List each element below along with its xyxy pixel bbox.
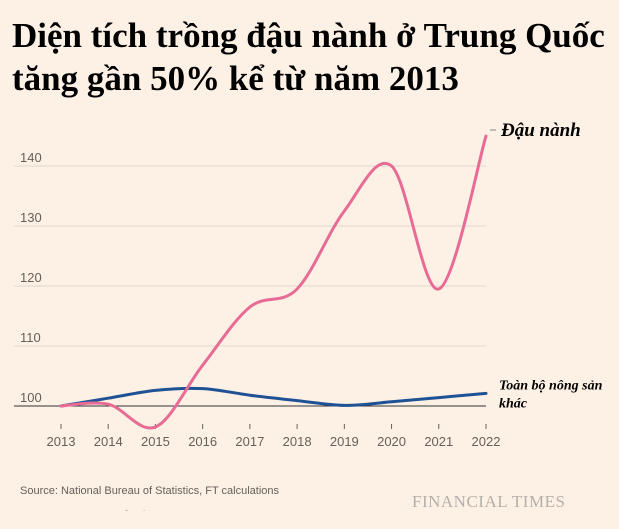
x-tick-label: 2021 — [424, 434, 453, 449]
y-tick-label: 120 — [20, 270, 42, 285]
other-crops-series-label: Toàn bộ nông sản — [499, 378, 603, 393]
x-tick-label: 2016 — [188, 434, 217, 449]
series-lines — [59, 134, 488, 430]
brand-logo: FINANCIAL TIMES — [412, 492, 566, 511]
soybean-series-line — [59, 134, 488, 430]
y-tick-label: 100 — [20, 390, 42, 405]
y-axis-ticks: 100 110 120 130 140 — [20, 150, 42, 405]
x-tick-label: 2020 — [377, 434, 406, 449]
y-tick-label: 110 — [20, 330, 41, 345]
soybean-series-label: Đậu nành — [500, 120, 581, 141]
line-chart: 100 110 120 130 140 2013 2014 2015 2016 2017 2018… — [14, 120, 603, 449]
x-tick-label: 2014 — [94, 434, 123, 449]
x-tick-label: 2013 — [47, 434, 76, 449]
x-tick-label: 2018 — [283, 434, 312, 449]
y-tick-label: 140 — [20, 150, 42, 165]
series-labels: Đậu nành Toàn bộ nông sản khác — [490, 120, 603, 411]
gridlines — [14, 165, 486, 407]
x-tick-label: 2022 — [472, 434, 501, 449]
chart-title: Diện tích trồng đậu nành ở Trung Quốc tă… — [12, 16, 605, 98]
source-note: Source: National Bureau of Statistics, F… — [20, 485, 280, 497]
other-crops-series-label: khác — [499, 396, 528, 411]
x-tick-label: 2015 — [141, 434, 170, 449]
other-crops-series-line — [59, 386, 488, 408]
x-tick-label: 2017 — [235, 434, 264, 449]
y-tick-label: 130 — [20, 210, 42, 225]
source-note-line2: FT Data Analysis | Biểu đồ: ... — [20, 510, 165, 522]
x-axis-ticks: 2013 2014 2015 2016 2017 2018 2019 2020 2021 2022 — [47, 424, 501, 449]
x-tick-label: 2019 — [330, 434, 359, 449]
